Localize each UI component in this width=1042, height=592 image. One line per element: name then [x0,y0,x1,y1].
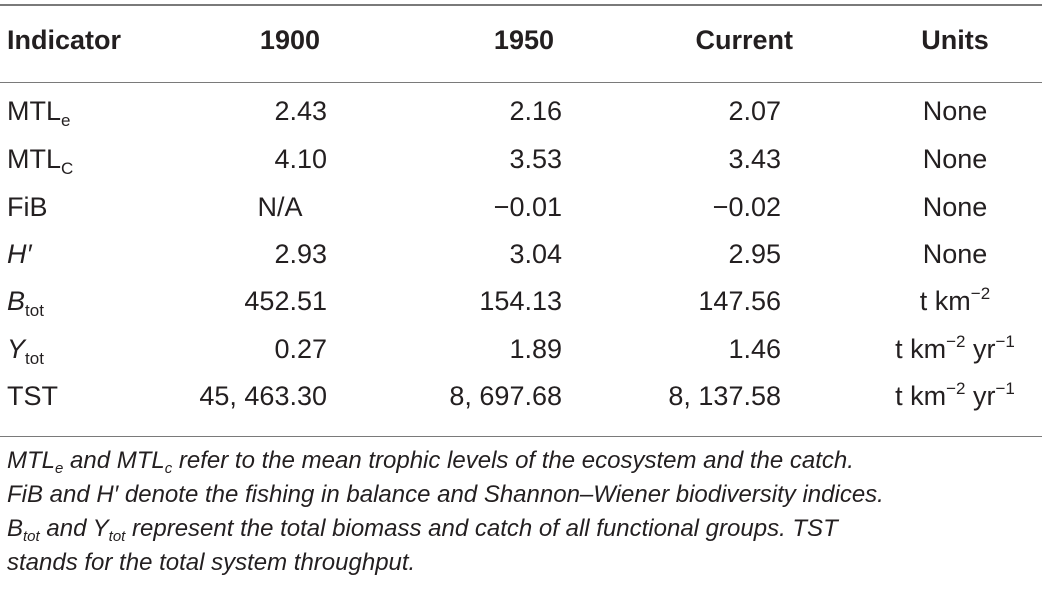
table-row-b-tot: Btot 452.51 154.13 147.56 t km−2 [0,281,1042,321]
footnote-line: Btot and Ytot represent the total biomas… [7,515,838,545]
value-current: 2.95 [728,239,781,269]
value-1900: 0.27 [274,334,327,364]
units-cell: t km−2 yr−1 [895,379,1015,411]
table-row-fib: FiB N/A −0.01 −0.02 None [0,187,1042,227]
value-current: 2.07 [728,96,781,126]
value-current: 3.43 [728,144,781,174]
value-1950: −0.01 [493,192,562,222]
table-row-mtl-e: MTLe 2.43 2.16 2.07 None [0,91,1042,131]
value-current: 8, 137.58 [668,381,781,411]
bottom-rule [0,436,1042,437]
units-cell: t km−2 yr−1 [895,332,1015,364]
units-cell: None [922,96,988,126]
indicator-cell: MTLe [7,96,71,130]
value-1900: N/A [257,192,303,222]
footnote-line: stands for the total system throughput. [7,549,416,576]
indicator-cell: Btot [7,286,44,320]
header-rule [0,82,1042,83]
value-1950: 3.04 [509,239,562,269]
value-current: 1.46 [728,334,781,364]
table-footnote: MTLe and MTLc refer to the mean trophic … [7,444,1037,580]
value-current: −0.02 [712,192,781,222]
value-1900: 452.51 [244,286,327,316]
header-1950: 1950 [493,25,554,55]
table-header-row: Indicator 1900 1950 Current Units [0,20,1042,60]
value-current: 147.56 [698,286,781,316]
indicator-cell: Ytot [7,334,44,368]
value-1900: 45, 463.30 [199,381,327,411]
header-indicator: Indicator [7,25,122,55]
value-1950: 2.16 [509,96,562,126]
footnote-line: MTLe and MTLc refer to the mean trophic … [7,447,854,477]
units-cell: None [922,144,988,174]
table-row-mtl-c: MTLC 4.10 3.53 3.43 None [0,139,1042,179]
top-rule [0,4,1042,6]
units-cell: t km−2 [919,284,991,316]
indicator-cell: MTLC [7,144,74,178]
header-current: Current [695,25,793,55]
header-units: Units [921,25,989,55]
indicator-cell: FiB [7,192,48,222]
value-1950: 1.89 [509,334,562,364]
value-1950: 154.13 [479,286,562,316]
indicator-cell: TST [7,381,58,411]
value-1900: 4.10 [274,144,327,174]
footnote-line: FiB and H′ denote the fishing in balance… [7,481,884,508]
table-row-h-prime: H′ 2.93 3.04 2.95 None [0,234,1042,274]
units-cell: None [922,192,988,222]
indicator-cell: H′ [7,239,32,269]
table-row-tst: TST 45, 463.30 8, 697.68 8, 137.58 t km−… [0,376,1042,416]
value-1900: 2.43 [274,96,327,126]
value-1950: 3.53 [509,144,562,174]
units-cell: None [922,239,988,269]
value-1900: 2.93 [274,239,327,269]
table-row-y-tot: Ytot 0.27 1.89 1.46 t km−2 yr−1 [0,329,1042,369]
header-1900: 1900 [259,25,320,55]
value-1950: 8, 697.68 [449,381,562,411]
